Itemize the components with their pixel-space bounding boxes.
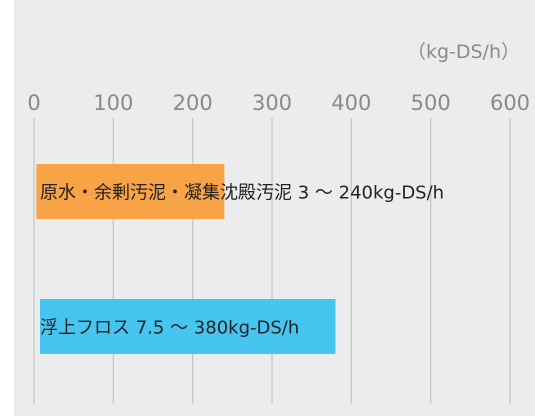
unit-label: （kg-DS/h）	[407, 41, 520, 63]
x-tick-label: 100	[93, 91, 133, 115]
bars: 原水・余剰汚泥・凝集沈殿汚泥 3 ～ 240kg-DS/h 浮上フロス 7.5 ～…	[36, 164, 444, 354]
x-tick-label: 400	[331, 91, 371, 115]
bar-label: 原水・余剰汚泥・凝集沈殿汚泥 3 ～ 240kg-DS/h	[40, 183, 444, 204]
x-tick-label: 0	[27, 91, 40, 115]
x-tick-label: 600	[490, 91, 530, 115]
bar-label: 浮上フロス 7.5 ～ 380kg-DS/h	[40, 318, 299, 339]
bar	[39, 299, 336, 354]
x-tick-label: 500	[411, 91, 451, 115]
x-tick-label: 200	[173, 91, 213, 115]
bar	[36, 164, 225, 219]
x-axis-ticks: 0 100 200 300 400 500 600	[27, 91, 530, 115]
x-tick-label: 300	[252, 91, 292, 115]
